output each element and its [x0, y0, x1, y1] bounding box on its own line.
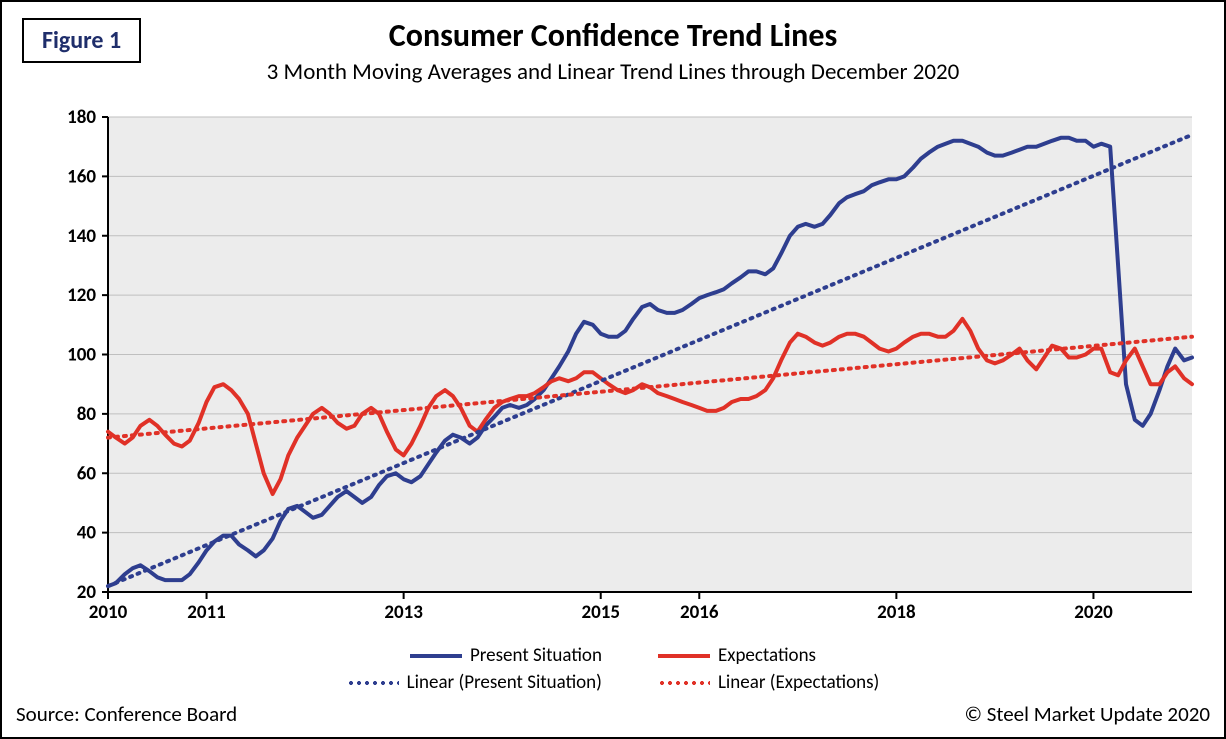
chart-svg: 2040608010012014016018020102011201320152…	[58, 97, 1208, 637]
legend-row: Linear (Present Situation) Linear (Expect…	[2, 669, 1224, 696]
legend-swatch	[658, 681, 710, 685]
legend-label: Present Situation	[470, 644, 602, 667]
plot-area: 2040608010012014016018020102011201320152…	[58, 97, 1208, 637]
x-tick-label: 2013	[384, 601, 423, 624]
x-tick-label: 2016	[680, 601, 719, 624]
legend-item: Present Situation	[410, 644, 602, 667]
x-tick-label: 2018	[877, 601, 916, 624]
chart-subtitle: 3 Month Moving Averages and Linear Trend…	[2, 58, 1224, 86]
legend-item: Linear (Present Situation)	[347, 671, 602, 694]
y-tick-label: 140	[67, 225, 96, 248]
legend-row: Present Situation Expectations	[2, 642, 1224, 669]
figure-container: Figure 1 Consumer Confidence Trend Lines…	[0, 0, 1226, 739]
x-tick-label: 2010	[89, 601, 128, 624]
x-tick-label: 2015	[581, 601, 620, 624]
legend-swatch	[658, 654, 710, 658]
legend-label: Linear (Present Situation)	[407, 671, 602, 694]
source-text: Source: Conference Board	[16, 701, 237, 727]
y-tick-label: 120	[67, 284, 96, 307]
legend-item: Linear (Expectations)	[658, 671, 879, 694]
y-tick-label: 80	[77, 403, 97, 426]
legend-item: Expectations	[658, 644, 816, 667]
y-tick-label: 180	[67, 106, 96, 129]
legend-swatch	[347, 681, 399, 685]
copyright-text: © Steel Market Update 2020	[965, 701, 1211, 727]
x-tick-label: 2020	[1074, 601, 1113, 624]
y-tick-label: 40	[77, 522, 97, 545]
y-tick-label: 60	[77, 462, 97, 485]
y-tick-label: 160	[67, 165, 96, 188]
legend-swatch	[410, 654, 462, 658]
legend-label: Linear (Expectations)	[718, 671, 879, 694]
chart-title: Consumer Confidence Trend Lines	[2, 16, 1224, 55]
legend: Present SituationExpectationsLinear (Pre…	[2, 642, 1224, 696]
x-tick-label: 2011	[187, 601, 226, 624]
y-tick-label: 100	[67, 344, 96, 367]
legend-label: Expectations	[718, 644, 816, 667]
